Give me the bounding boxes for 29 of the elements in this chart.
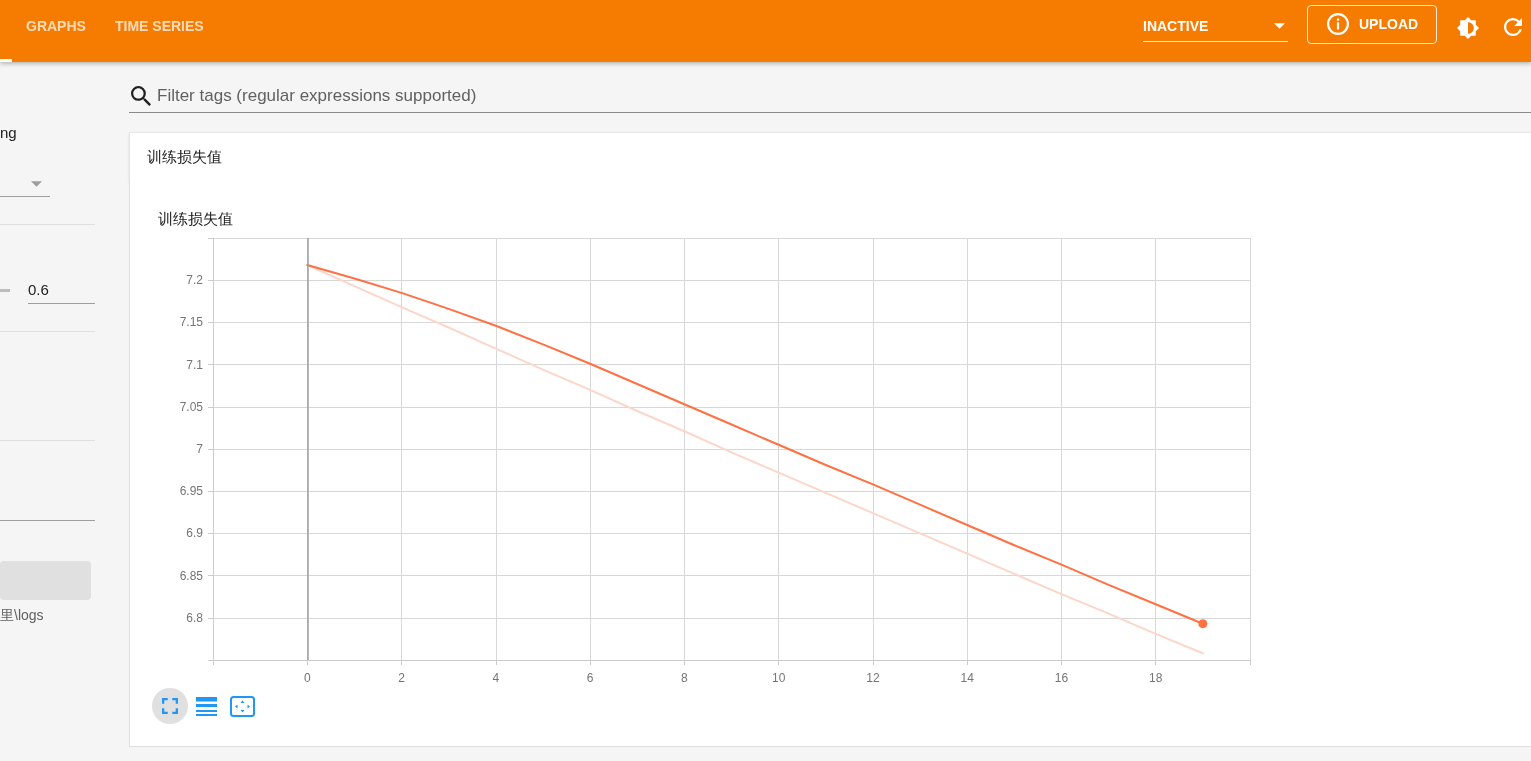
x-tick-label: 2 — [398, 671, 406, 685]
y-tick-label: 6.9 — [186, 526, 204, 541]
x-tick-label: 0 — [303, 671, 311, 685]
chart-title: 训练损失值 — [158, 210, 233, 227]
x-tick-label: 6 — [586, 671, 594, 685]
y-tick-label: 7.2 — [186, 273, 204, 288]
text-field: 0.6 — [28, 280, 95, 304]
upload-button: UPLOAD — [1307, 5, 1437, 44]
text: TIME SERIES — [115, 18, 204, 34]
x-tick-label: 12 — [866, 671, 880, 685]
y-tick-label: 7.05 — [179, 399, 204, 414]
x-tick-label: 8 — [681, 671, 689, 685]
y-tick-label: 6.85 — [179, 568, 204, 583]
dropdown-field: INACTIVE — [1143, 14, 1288, 42]
search-field: Filter tags (regular expressions supported) — [129, 82, 1531, 113]
x-tick-label: 14 — [960, 671, 975, 685]
text: ng — [0, 123, 17, 143]
y-tick-label: 7.1 — [186, 357, 204, 372]
text: 训练损失值 — [147, 147, 222, 167]
y-tick-label: 7 — [196, 442, 204, 456]
x-tick-label: 16 — [1054, 671, 1069, 685]
x-tick-label: 18 — [1149, 671, 1163, 685]
y-tick-label: 7.15 — [179, 315, 204, 330]
text: GRAPHS — [26, 18, 86, 34]
x-tick-label: 4 — [492, 671, 500, 685]
y-tick-label: 6.8 — [186, 610, 204, 625]
text: 里\logs — [0, 606, 44, 624]
y-tick-label: 6.95 — [179, 484, 204, 499]
x-tick-label: 10 — [771, 671, 786, 685]
